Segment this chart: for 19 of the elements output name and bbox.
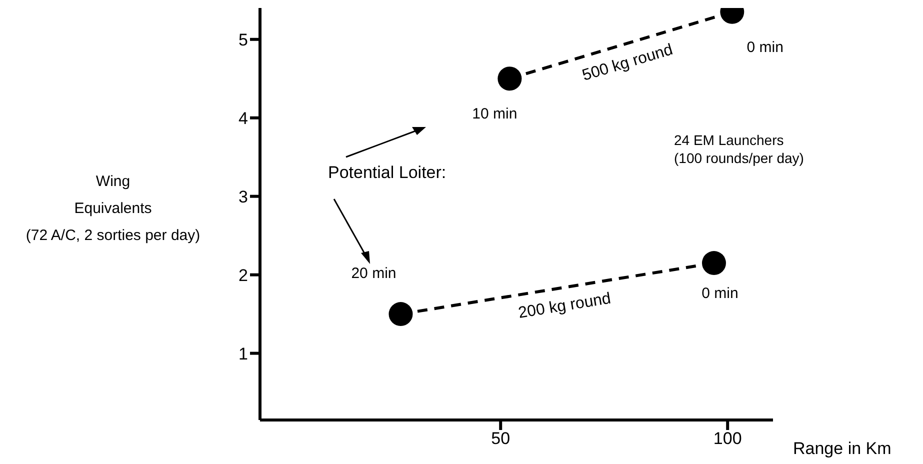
x-tick-label: 50: [491, 429, 510, 448]
annotation: 10 min: [472, 106, 518, 123]
text: 200 kg round: [517, 290, 612, 322]
annotation: 24 EM Launchers (100 rounds/per day): [674, 132, 804, 166]
annotation: 0 min: [746, 38, 784, 56]
x-axis-title: Range in Km: [793, 439, 892, 458]
annotation: Potential Loiter:: [328, 163, 446, 182]
annotation: 0 min: [702, 285, 738, 302]
annotation: 20 min: [351, 265, 396, 282]
point: [702, 251, 726, 276]
y-tick-label: 2: [238, 266, 248, 285]
y-axis-title: Wing Equivalents (72 A/C, 2 sorties per day): [26, 173, 200, 244]
y-tick-label: 3: [238, 187, 248, 206]
point: [388, 302, 413, 326]
y-tick-label: 5: [238, 30, 248, 50]
text: 500 kg round: [580, 41, 675, 85]
x-tick-label: 100: [713, 429, 742, 448]
y-tick-label: 1: [238, 344, 248, 364]
y-tick-label: 4: [238, 108, 248, 128]
